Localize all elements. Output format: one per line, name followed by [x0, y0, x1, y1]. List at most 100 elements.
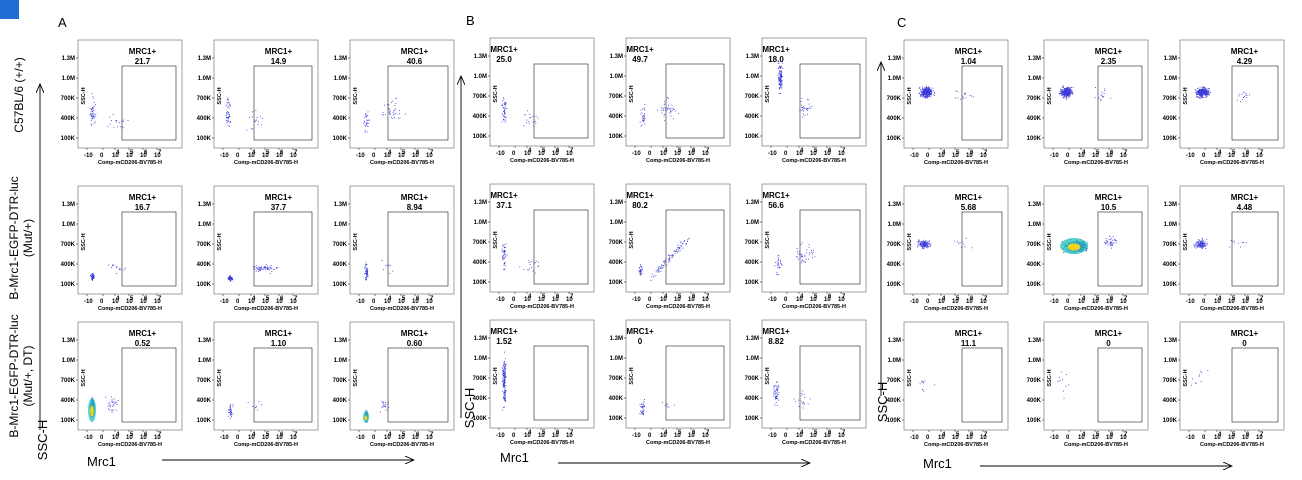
event-dot — [1203, 93, 1205, 95]
y-tick-label: 100K — [197, 136, 212, 142]
event-dot — [366, 410, 368, 412]
x-tick-label: -10 — [496, 433, 505, 439]
event-dot — [505, 373, 507, 375]
event-dot — [230, 279, 232, 281]
event-dot — [775, 401, 777, 403]
event-dot — [808, 99, 810, 101]
x-tick-exponent: 5 — [678, 294, 682, 300]
event-dot — [962, 96, 964, 98]
event-dot — [777, 385, 779, 387]
x-axis-label: Comp-mCD206-BV785-H — [1200, 306, 1264, 312]
event-dot — [230, 278, 232, 280]
event-dot — [777, 68, 779, 70]
event-dot — [925, 246, 927, 248]
event-dot — [1106, 241, 1108, 243]
event-dot — [927, 243, 929, 245]
event-dot — [502, 113, 503, 115]
x-tick-label: 10 — [1228, 153, 1235, 159]
event-dot — [776, 387, 778, 389]
event-dot — [779, 86, 781, 88]
y-tick-label: 700K — [197, 242, 212, 248]
event-dot — [1200, 240, 1202, 242]
gate-value: 0.52 — [135, 339, 151, 348]
event-dot — [669, 112, 671, 114]
event-dot — [644, 116, 646, 118]
event-dot — [92, 278, 93, 280]
event-dot — [1064, 94, 1065, 96]
x-tick-label: 10 — [126, 435, 133, 441]
event-dot — [928, 246, 930, 247]
event-dot — [506, 254, 508, 256]
y-tick-label: 1.3M — [334, 56, 347, 62]
event-dot — [1229, 246, 1231, 248]
event-dot — [805, 107, 807, 109]
x-tick-label: 0 — [1202, 153, 1206, 159]
event-dot — [1085, 250, 1087, 252]
x-tick-label: 0 — [512, 297, 516, 303]
event-dot — [1086, 249, 1088, 251]
event-dot — [806, 108, 808, 110]
x-tick-exponent: 5 — [130, 296, 134, 302]
x-tick-exponent: 6 — [416, 150, 420, 156]
y-tick-label: 700K — [745, 376, 760, 382]
y-axis-label-group: SSC-H — [629, 85, 635, 102]
x-tick-label: 0 — [1066, 153, 1070, 159]
event-dot — [1246, 97, 1248, 98]
event-dot — [93, 276, 95, 277]
event-dot — [922, 94, 924, 96]
y-tick-label: 100K — [887, 282, 902, 288]
x-tick-exponent: 6 — [556, 148, 560, 154]
x-axis-label: Comp-mCD206-BV785-H — [98, 442, 162, 448]
event-dot — [920, 241, 922, 243]
x-tick-label: 10 — [674, 151, 681, 157]
event-dot — [919, 86, 921, 88]
event-dot — [1068, 384, 1070, 386]
event-dot — [534, 262, 536, 264]
event-dot — [389, 273, 391, 274]
event-dot — [1236, 99, 1238, 101]
event-dot — [1116, 240, 1118, 242]
event-dot — [777, 260, 779, 262]
event-dot — [671, 255, 673, 256]
event-dot — [781, 62, 783, 64]
event-dot — [924, 241, 925, 242]
event-dot — [800, 253, 802, 255]
event-dot — [1203, 94, 1205, 95]
event-dot — [504, 105, 506, 107]
event-dot — [926, 93, 928, 95]
event-dot — [230, 105, 232, 107]
x-tick-exponent: 5 — [1232, 432, 1236, 438]
event-dot — [640, 271, 641, 273]
event-dot — [958, 243, 960, 245]
event-dot — [532, 121, 534, 123]
gate-value: 1.52 — [496, 337, 512, 346]
event-dot — [807, 403, 809, 405]
event-dot — [660, 109, 662, 111]
event-dot — [1067, 93, 1069, 95]
x-tick-label: 10 — [838, 151, 845, 157]
event-dot — [503, 119, 505, 121]
event-dot — [802, 107, 804, 109]
x-tick-label: 10 — [412, 435, 419, 441]
mrc1-gate — [665, 345, 725, 421]
y-tick-label: 100K — [61, 136, 76, 142]
event-dot — [924, 380, 926, 382]
event-dot — [366, 272, 368, 274]
event-dot — [804, 114, 806, 116]
event-dot — [658, 268, 660, 269]
event-dot — [276, 267, 277, 269]
plot-frame — [349, 39, 455, 149]
x-tick-label: 10 — [112, 435, 119, 441]
event-dot — [642, 413, 644, 415]
y-tick-label: 100K — [609, 134, 624, 140]
event-dot — [1202, 242, 1204, 244]
event-dot — [259, 270, 261, 272]
event-dot — [504, 400, 506, 402]
event-dot — [258, 401, 260, 403]
event-dot — [366, 124, 367, 126]
x-tick-exponent: 5 — [266, 150, 270, 156]
event-dot — [262, 267, 264, 269]
event-dot — [505, 391, 507, 393]
event-dot — [252, 128, 254, 130]
event-dot — [1068, 94, 1070, 96]
